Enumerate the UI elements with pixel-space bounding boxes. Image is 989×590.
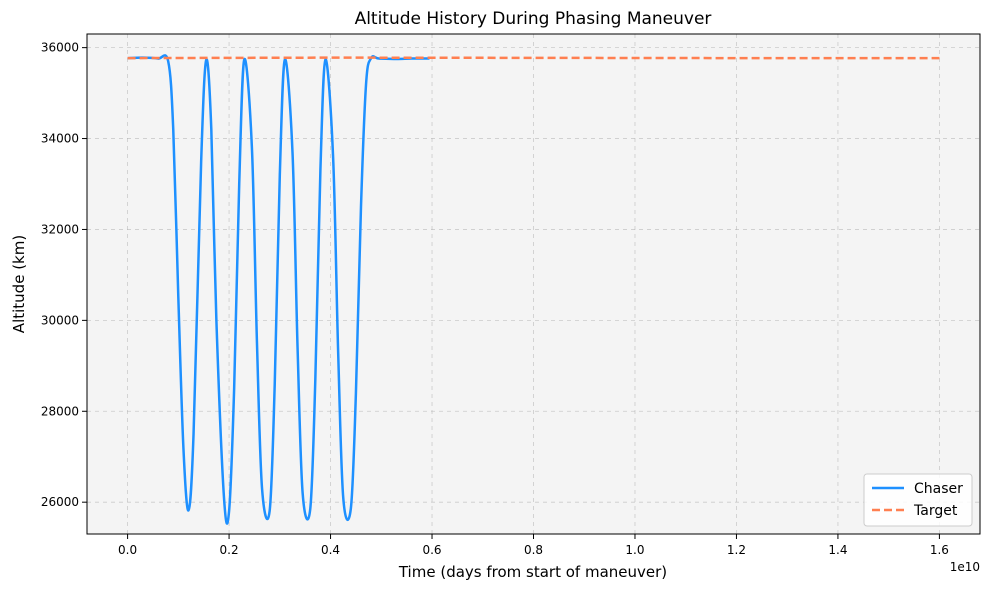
y-tick-label: 32000 <box>41 222 79 236</box>
x-axis-offset-label: 1e10 <box>950 560 980 574</box>
x-tick-label: 1.4 <box>828 543 847 557</box>
legend: Chaser Target <box>863 473 973 527</box>
x-tick-label: 1.2 <box>727 543 746 557</box>
series-line-chaser <box>127 54 430 525</box>
legend-label-chaser: Chaser <box>914 481 963 497</box>
y-tick-label: 28000 <box>41 404 79 418</box>
legend-label-target: Target <box>913 503 958 519</box>
x-tick-label: 1.6 <box>930 543 949 557</box>
y-tick-label: 36000 <box>41 41 79 55</box>
x-tick-label: 0.4 <box>321 543 340 557</box>
series-layer <box>127 54 940 525</box>
y-tick-label: 30000 <box>41 313 79 327</box>
x-axis-ticks: 0.0 0.2 0.4 0.6 0.8 1.0 1.2 1.4 1.6 <box>118 534 949 557</box>
x-axis-label: Time (days from start of maneuver) <box>398 563 667 581</box>
x-tick-label: 0.2 <box>220 543 239 557</box>
x-tick-label: 0.6 <box>422 543 441 557</box>
x-tick-label: 0.8 <box>524 543 543 557</box>
chart-title: Altitude History During Phasing Maneuver <box>355 9 712 29</box>
y-axis-label: Altitude (km) <box>10 235 28 333</box>
x-tick-label: 1.0 <box>625 543 644 557</box>
y-axis-ticks: 26000 28000 30000 32000 34000 36000 <box>41 41 87 509</box>
y-tick-label: 26000 <box>41 495 79 509</box>
y-tick-label: 34000 <box>41 132 79 146</box>
x-tick-label: 0.0 <box>118 543 137 557</box>
